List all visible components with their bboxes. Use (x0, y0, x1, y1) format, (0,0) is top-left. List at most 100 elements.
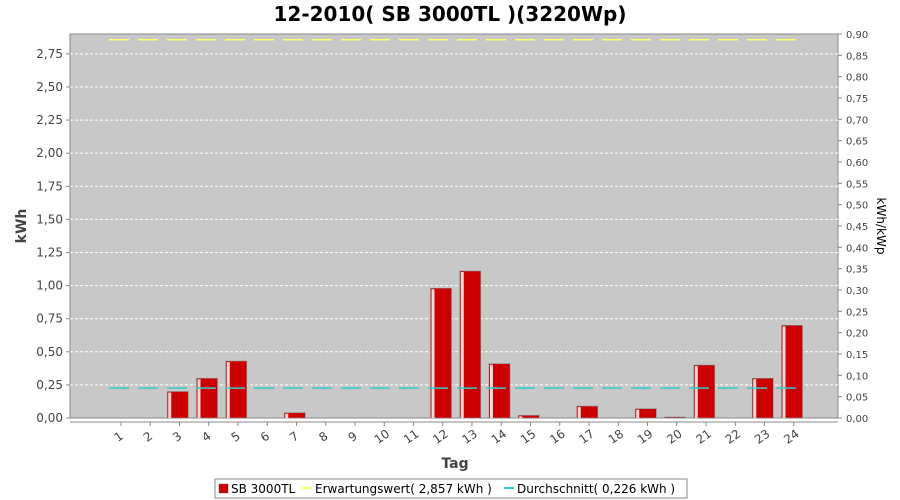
y2-tick-label: 0,30 (846, 286, 868, 297)
bar-body (576, 405, 599, 419)
bar (517, 415, 540, 419)
bar (664, 416, 686, 419)
y-axis: 0,00 0,25 0,50 0,75 1,00 1,25 1,50 1,75 2,00 2,25… (36, 47, 70, 425)
bar-highlight (431, 289, 435, 418)
legend: SB 3000TL Erwartungswert( 2,857 kWh ) Du… (214, 478, 688, 499)
x-tick-label: 16 (547, 427, 568, 447)
x-tick-label: 18 (606, 427, 627, 447)
y-axis-label: kWh (14, 209, 30, 244)
y2-tick-label: 0,35 (846, 265, 868, 276)
chart-title: 12-2010( SB 3000TL )(3220Wp) (274, 2, 627, 26)
y2-tick-label: 0,45 (846, 222, 868, 233)
y2-axis: 0,00 0,05 0,10 0,15 0,20 0,25 0,30 0,35 0,40 0,45… (838, 30, 868, 425)
bar-body (225, 360, 248, 419)
y2-tick-label: 0,25 (846, 307, 868, 318)
legend-label-sb3000tl: SB 3000TL (231, 482, 296, 496)
bar-highlight (226, 362, 230, 418)
y2-tick-label: 0,10 (846, 371, 868, 382)
bar-body (693, 364, 716, 419)
bar (634, 408, 657, 419)
bar (576, 405, 599, 419)
y-tick-label: 0,50 (36, 345, 63, 359)
x-tick-label: 17 (576, 427, 597, 447)
bar (488, 363, 511, 419)
bar (459, 270, 482, 419)
bar-highlight (577, 407, 581, 418)
bar-highlight (460, 272, 464, 418)
y-tick-label: 1,25 (36, 245, 63, 259)
bar (166, 391, 189, 419)
legend-swatch-sb3000tl (218, 483, 229, 494)
plot-area (69, 33, 839, 419)
bar (751, 377, 774, 419)
bar-highlight (753, 379, 757, 418)
y-tick-label: 1,75 (36, 179, 63, 193)
x-tick-label: 23 (752, 427, 773, 447)
x-tick-label: 10 (372, 427, 393, 447)
y-tick-label: 1,50 (36, 212, 63, 226)
bar-highlight (694, 366, 698, 418)
y2-tick-label: 0,75 (846, 94, 868, 105)
y-tick-label: 0,75 (36, 312, 63, 326)
x-tick-label: 2 (141, 429, 155, 445)
x-tick-label: 24 (781, 427, 802, 447)
bar-body (283, 412, 306, 419)
y2-axis-label: kWh/kWp (874, 198, 888, 255)
bar-highlight (168, 392, 172, 418)
bar-body (166, 391, 189, 419)
x-tick-label: 3 (170, 429, 184, 445)
y2-tick-label: 0,85 (846, 51, 868, 62)
y-tick-label: 2,50 (36, 80, 63, 94)
bar (781, 325, 803, 419)
y2-tick-label: 0,65 (846, 137, 868, 148)
x-tick-label: 5 (229, 429, 243, 445)
y2-tick-label: 0,80 (846, 73, 868, 84)
bar-highlight (519, 416, 523, 418)
y2-tick-label: 0,55 (846, 179, 868, 190)
y2-tick-label: 0,15 (846, 350, 868, 361)
bar (430, 287, 452, 419)
x-tick-label: 21 (693, 427, 714, 447)
legend-label-durchschnitt: Durchschnitt( 0,226 kWh ) (517, 482, 675, 496)
bar-body (488, 363, 511, 419)
y2-tick-label: 0,60 (846, 158, 868, 169)
bar-highlight (490, 364, 493, 418)
bar-highlight (636, 409, 640, 418)
bar-highlight (197, 379, 201, 418)
x-tick-label: 8 (316, 429, 330, 445)
x-tick-label: 11 (401, 427, 422, 447)
reference-lines (109, 38, 806, 389)
bar (196, 377, 218, 419)
x-tick-label: 22 (723, 427, 744, 447)
y2-tick-label: 0,00 (846, 414, 868, 425)
bar-body (517, 415, 540, 419)
x-tick-label: 4 (199, 429, 213, 445)
y-tick-label: 0,25 (36, 378, 63, 392)
bar-body (664, 416, 686, 419)
x-tick-label: 9 (346, 429, 360, 445)
x-tick-label: 14 (489, 427, 510, 447)
bar (225, 360, 248, 419)
y-tick-label: 2,25 (36, 113, 63, 127)
bar-body (634, 408, 657, 419)
x-axis: 1 2 3 4 5 6 7 8 9 10 11 12 13 14 15 16 17 18 19 20 21 22 23 24 (70, 421, 838, 447)
bar-highlight (285, 413, 289, 418)
legend-label-erwartungswert: Erwartungswert( 2,857 kWh ) (315, 482, 492, 496)
gridlines (70, 53, 838, 386)
y-tick-label: 2,75 (36, 47, 63, 61)
y-tick-label: 0,00 (36, 411, 63, 425)
bar-highlight (782, 326, 786, 418)
x-tick-label: 15 (518, 427, 539, 447)
x-tick-label: 12 (430, 427, 451, 447)
x-axis-label: Tag (441, 456, 468, 472)
y2-tick-label: 0,40 (846, 243, 868, 254)
bar-body (459, 270, 482, 419)
bar (693, 364, 716, 419)
x-tick-label: 7 (287, 429, 301, 445)
y2-tick-label: 0,70 (846, 115, 868, 126)
y2-tick-label: 0,05 (846, 393, 868, 404)
y2-tick-label: 0,90 (846, 30, 868, 41)
x-tick-label: 13 (459, 427, 480, 447)
legend-box (214, 478, 688, 499)
x-tick-label: 1 (112, 429, 126, 445)
